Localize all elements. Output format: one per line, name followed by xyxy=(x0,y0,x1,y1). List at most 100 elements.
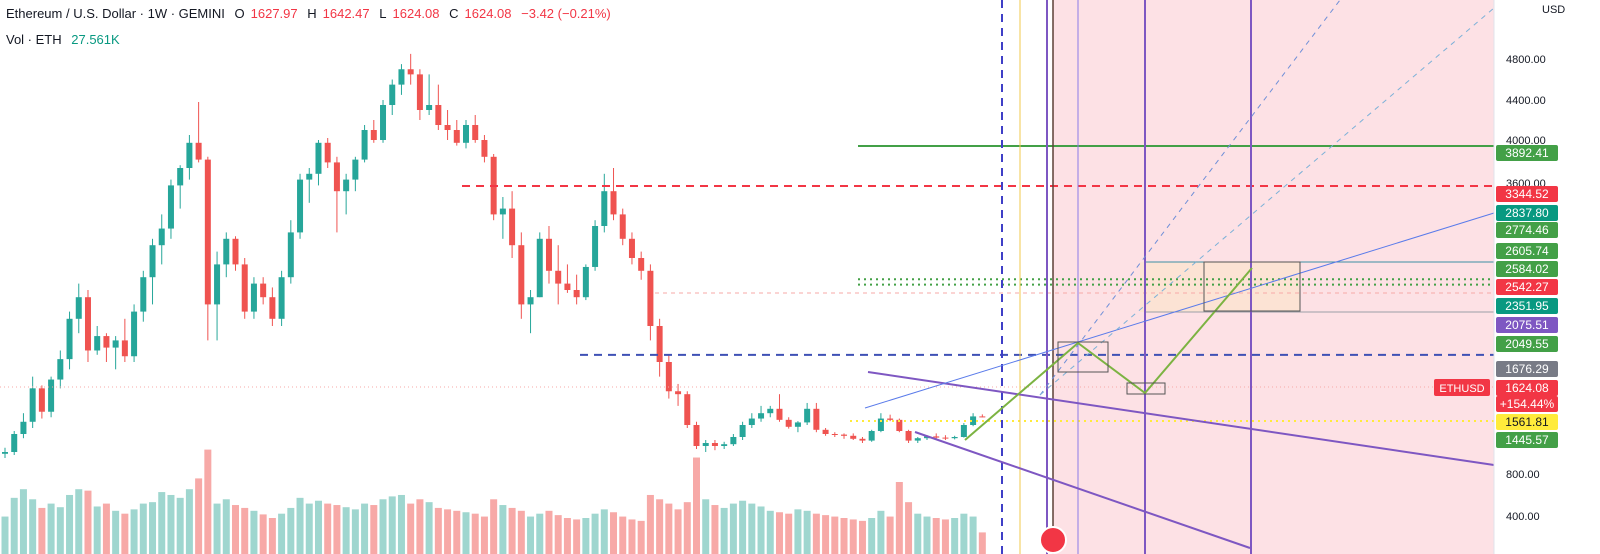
candle-body xyxy=(887,418,894,420)
volume-bar xyxy=(536,513,544,554)
candle-body xyxy=(29,388,36,422)
price-tag-label: 1676.29 xyxy=(1505,362,1549,376)
candle-body xyxy=(250,283,257,312)
volume-bar xyxy=(914,513,922,554)
price-tag xyxy=(1496,261,1558,277)
volume-bar xyxy=(425,502,433,554)
volume-bar xyxy=(185,489,193,554)
volume-bar xyxy=(444,509,452,554)
change-value: −3.42 (−0.21%) xyxy=(521,6,611,21)
volume-bar xyxy=(75,489,83,554)
volume-bar xyxy=(296,497,304,554)
candle-body xyxy=(463,125,469,143)
volume-bar xyxy=(112,510,120,554)
close-value: 1624.08 xyxy=(464,6,512,21)
axis-tick-label: 4000.00 xyxy=(1506,135,1546,147)
volume-bar xyxy=(121,513,129,554)
candle-body xyxy=(204,159,211,305)
axis-tick-label: 4400.00 xyxy=(1506,95,1546,107)
volume-bar xyxy=(1,516,9,554)
candle-body xyxy=(398,69,405,85)
volume-bar xyxy=(167,494,175,554)
volume-bar xyxy=(19,489,27,554)
volume-bar xyxy=(554,515,562,554)
volume-bar xyxy=(305,503,313,554)
volume-bar xyxy=(47,503,55,554)
candle-body xyxy=(195,142,202,160)
candle-body xyxy=(896,419,903,431)
volume-bar xyxy=(978,532,986,554)
candle-body xyxy=(481,140,488,157)
volume-bar xyxy=(195,478,203,554)
price-tag xyxy=(1496,317,1558,333)
candle-body xyxy=(628,238,635,258)
volume-bar xyxy=(591,513,599,554)
candle-body xyxy=(582,266,589,298)
candle-body xyxy=(287,232,294,278)
candle-body xyxy=(610,191,617,215)
candle-body xyxy=(739,425,746,437)
volume-bar xyxy=(969,516,977,554)
candle-body xyxy=(48,379,55,412)
candle-body xyxy=(278,277,285,319)
volume-bar xyxy=(222,499,230,554)
candle-body xyxy=(297,179,304,233)
candle-body xyxy=(536,238,543,298)
symbol-title: Ethereum / U.S. Dollar · 1W · GEMINI xyxy=(6,6,225,21)
candle-body xyxy=(121,340,128,357)
candle-body xyxy=(370,130,377,140)
volume-bar xyxy=(610,512,618,554)
volume-bar xyxy=(342,507,350,554)
price-tag-label: 1624.08 xyxy=(1505,381,1549,395)
candle-body xyxy=(555,270,562,284)
candle-body xyxy=(389,84,396,105)
volume-bar xyxy=(213,503,221,554)
price-tag xyxy=(1496,336,1558,352)
volume-bar xyxy=(729,503,737,554)
volume-bar xyxy=(66,494,74,554)
volume-bar xyxy=(397,494,405,554)
candle-body xyxy=(84,297,91,351)
candle-body xyxy=(942,437,949,439)
candle-body xyxy=(693,425,700,446)
volume-bar xyxy=(941,519,949,554)
candle-body xyxy=(518,245,525,305)
currency-label: USD xyxy=(1542,4,1566,16)
volume-value: 27.561K xyxy=(71,32,120,47)
candle-body xyxy=(232,238,239,265)
candle-body xyxy=(112,340,119,348)
candle-body xyxy=(38,388,45,412)
candle-body xyxy=(767,408,774,414)
candle-body xyxy=(656,326,663,362)
candle-body xyxy=(951,437,958,439)
candle-body xyxy=(177,168,184,186)
volume-bar xyxy=(278,513,286,554)
candle-body xyxy=(435,105,442,125)
price-tag xyxy=(1496,432,1558,448)
price-tag xyxy=(1496,205,1558,221)
candle-body xyxy=(592,226,599,267)
candle-body xyxy=(794,422,801,427)
candle-body xyxy=(2,452,8,454)
volume-bar xyxy=(886,516,894,554)
candle-body xyxy=(241,264,248,312)
candle-body xyxy=(444,125,451,130)
projection-box xyxy=(1203,261,1301,312)
volume-bar xyxy=(683,502,691,554)
candle-body xyxy=(352,159,359,180)
candle-body xyxy=(472,125,479,140)
low-label: L xyxy=(379,6,387,21)
candle-body xyxy=(545,238,552,271)
candle-body xyxy=(564,283,571,290)
volume-bar xyxy=(877,510,885,554)
volume-bar xyxy=(527,516,535,554)
volume-bar xyxy=(822,515,830,554)
volume-bar xyxy=(794,509,802,554)
price-tag-label: 2774.46 xyxy=(1505,223,1549,237)
candle-body xyxy=(407,69,414,75)
volume-bar xyxy=(38,507,46,554)
candle-body xyxy=(748,418,755,425)
candle-body xyxy=(499,208,506,215)
volume-bar xyxy=(250,510,258,554)
